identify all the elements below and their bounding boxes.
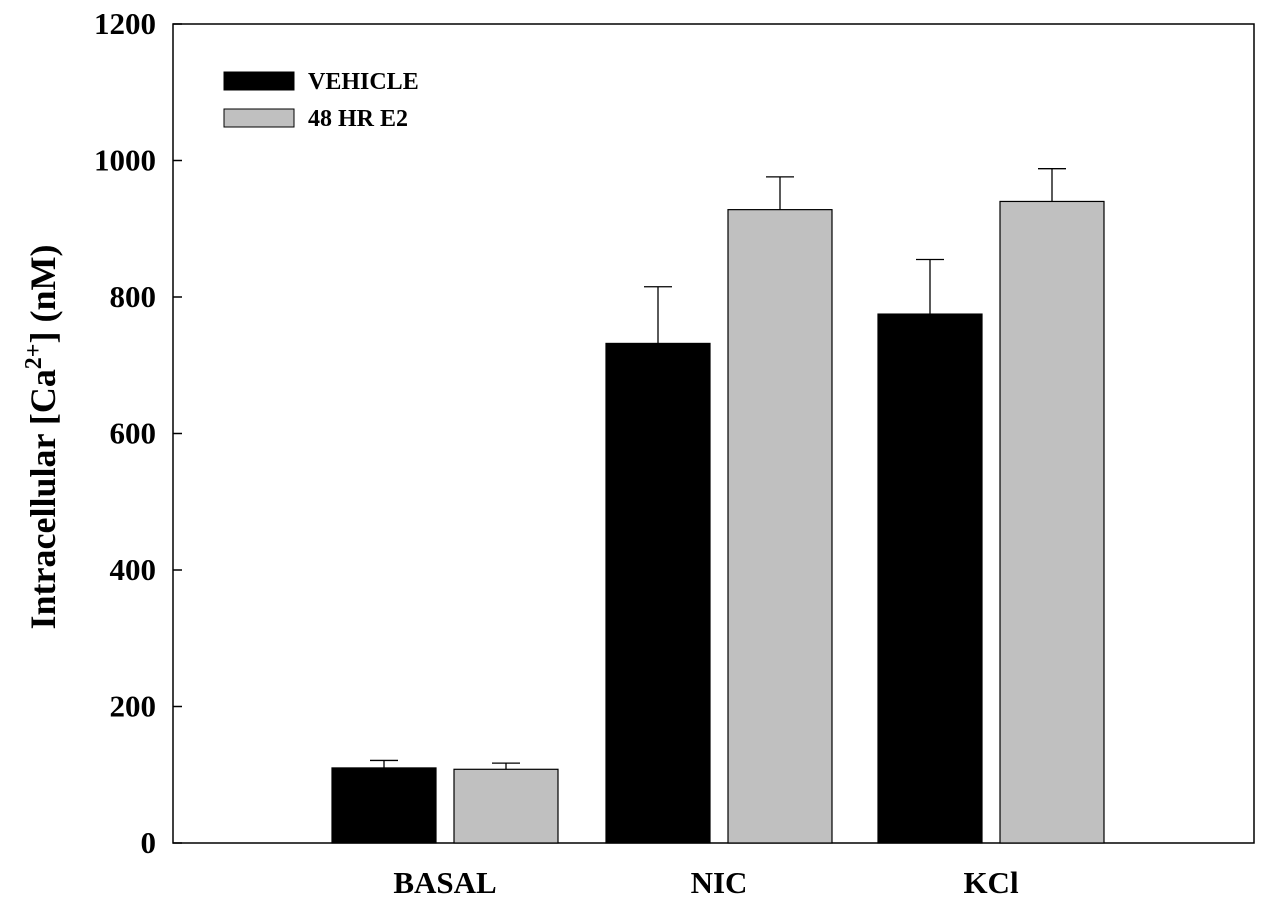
bar-basal-1 [453, 768, 559, 844]
y-axis-label: Intracellular [Ca2+] (nM) [21, 245, 63, 630]
y-axis-label-suffix: ] (nM) [23, 245, 63, 344]
y-tick-label: 1200 [94, 6, 156, 41]
x-tick-label: NIC [691, 865, 748, 900]
bar-kcl-0 [877, 313, 983, 844]
y-tick-label: 800 [110, 279, 157, 314]
legend-swatch [223, 71, 295, 91]
y-tick-label: 0 [141, 825, 157, 860]
y-tick-label: 1000 [94, 143, 156, 178]
bar-nic-0 [605, 342, 711, 844]
legend-label: VEHICLE [308, 69, 419, 95]
y-tick-label: 600 [110, 416, 157, 451]
y-axis-label-main: Intracellular [Ca [23, 369, 63, 629]
legend-label: 48 HR E2 [308, 106, 408, 132]
bar-kcl-1 [999, 200, 1105, 844]
y-tick-label: 400 [110, 552, 157, 587]
x-tick-label: BASAL [393, 865, 496, 900]
y-tick-label: 200 [110, 689, 157, 724]
bar-nic-1 [727, 209, 833, 844]
y-axis-label-superscript: 2+ [21, 343, 47, 369]
legend-swatch [223, 108, 295, 128]
bar-basal-0 [331, 767, 437, 844]
x-tick-label: KCl [963, 865, 1019, 900]
